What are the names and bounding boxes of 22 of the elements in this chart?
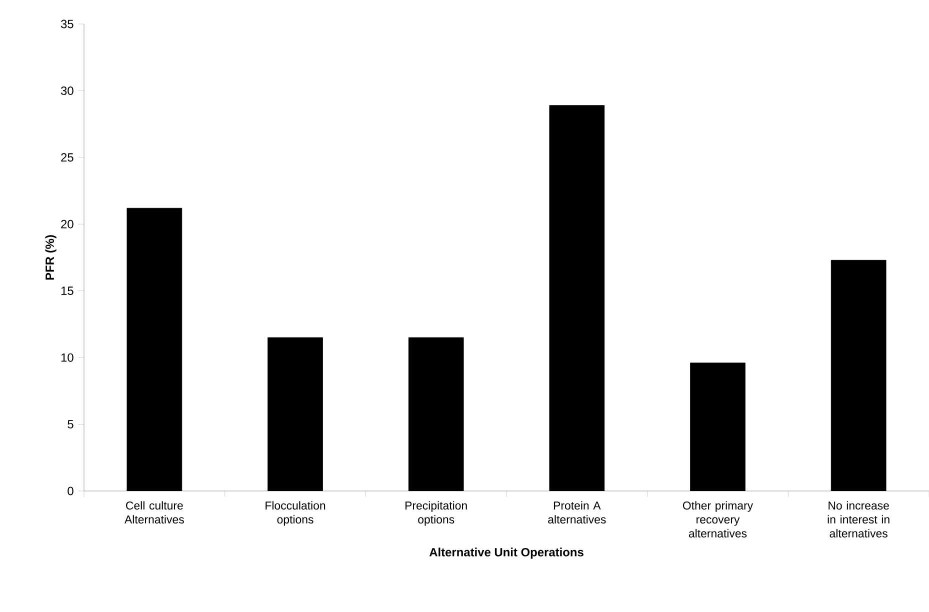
x-tick-label: Precipitation options — [406, 501, 467, 526]
bar — [268, 337, 323, 491]
bar — [690, 362, 746, 491]
x-tick-label: No increase in interest in alternatives — [828, 501, 890, 538]
y-tick-label: 10 — [61, 353, 74, 362]
x-tick-label: Protein A alternatives — [548, 501, 606, 524]
bar — [408, 337, 464, 491]
x-tick-label: Cell culture Alternatives — [124, 501, 184, 524]
y-tick-label: 5 — [68, 420, 74, 428]
y-tick-label: 0 — [68, 486, 74, 496]
x-axis-title: Alternative Unit Operations — [429, 548, 584, 559]
y-axis-title: PFR (%) — [45, 235, 56, 280]
y-tick-label: 25 — [61, 153, 74, 162]
bar — [830, 260, 886, 491]
x-tick-label: Flocculation options — [266, 501, 326, 526]
y-tick-label: 30 — [60, 86, 74, 95]
x-tick-label: Other primary recovery alternatives — [682, 501, 754, 538]
y-tick-label: 15 — [61, 286, 74, 296]
y-tick-label: 20 — [61, 220, 74, 228]
y-tick-label: 35 — [60, 20, 74, 28]
bar — [549, 105, 605, 491]
bar — [126, 208, 182, 491]
